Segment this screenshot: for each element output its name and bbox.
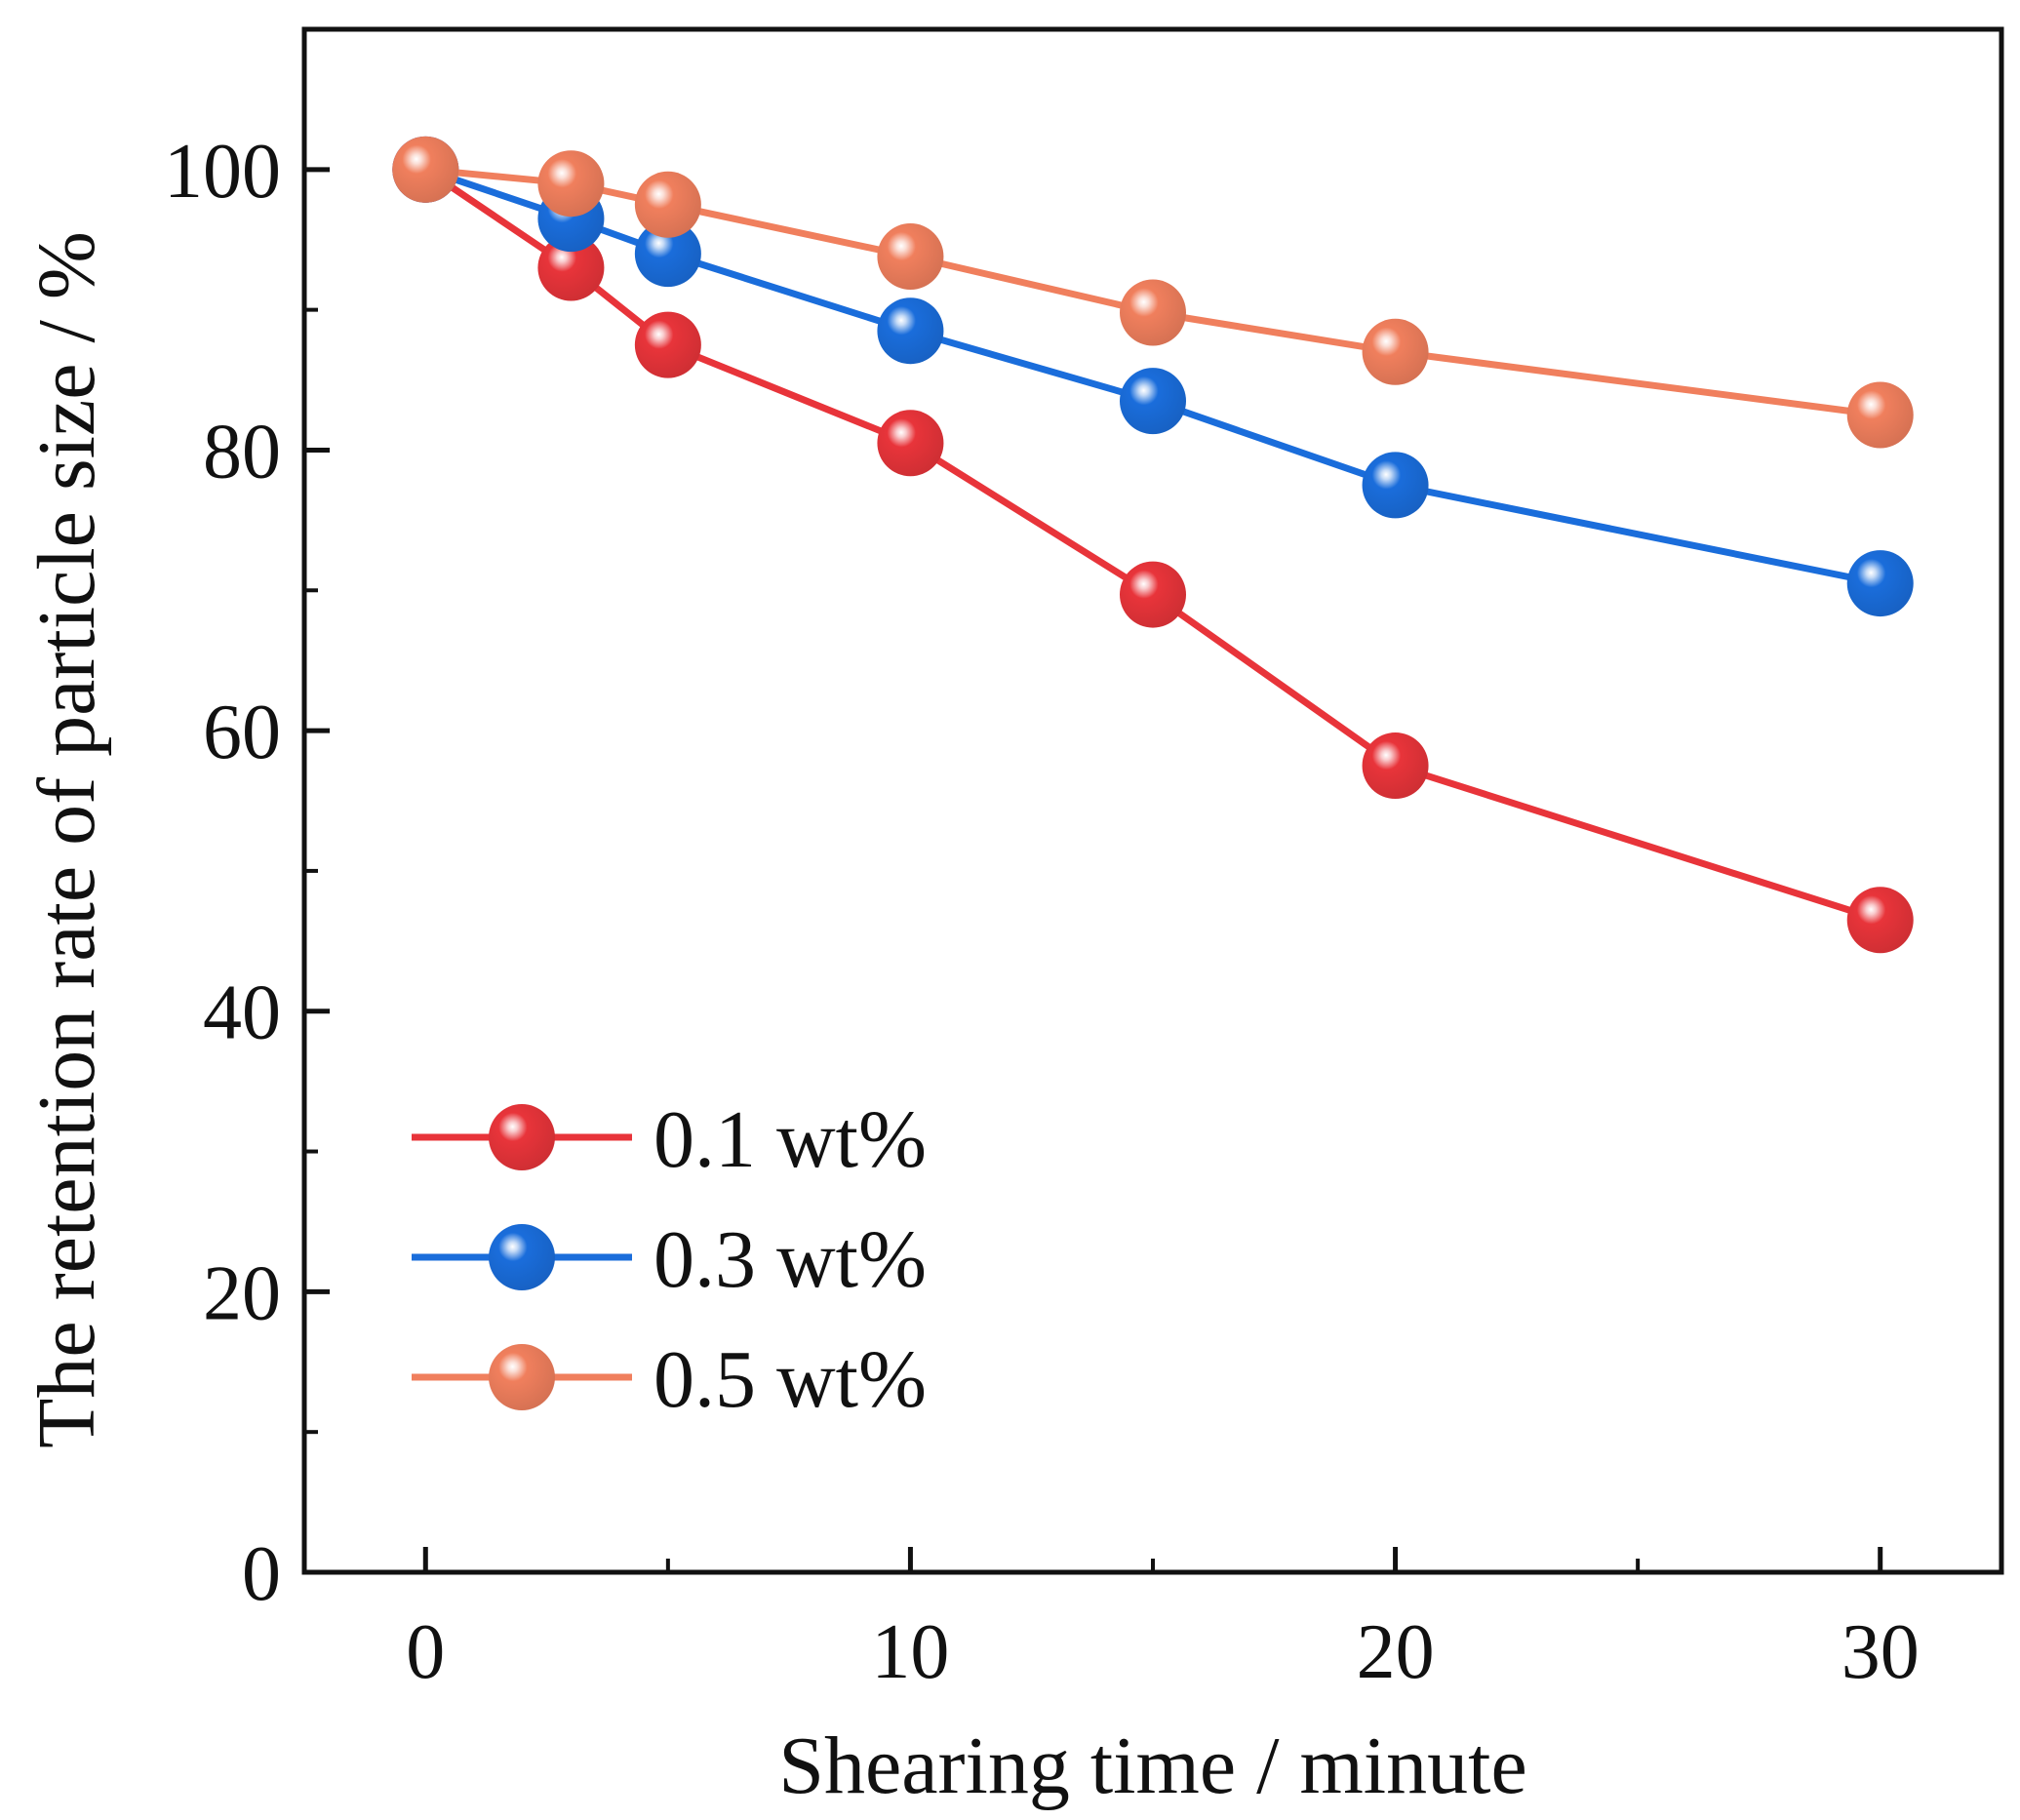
data-point [1362, 452, 1429, 519]
y-tick-label: 40 [203, 970, 281, 1056]
x-tick-label: 30 [1842, 1609, 1920, 1695]
data-point [634, 220, 701, 288]
x-tick-label: 0 [406, 1609, 445, 1695]
axis-ticks [304, 167, 1883, 1575]
data-point [1120, 368, 1186, 435]
y-tick-label: 100 [164, 129, 281, 215]
legend-marker [489, 1224, 555, 1290]
data-point [1846, 381, 1914, 449]
x-tick-label: 20 [1357, 1609, 1435, 1695]
y-axis-title: The retention rate of particle size / % [21, 231, 112, 1448]
x-tick-label: 10 [871, 1609, 949, 1695]
data-point [1120, 279, 1186, 346]
legend-marker [489, 1344, 555, 1410]
data-point [1362, 318, 1429, 385]
data-point [537, 150, 605, 218]
data-point [1846, 887, 1914, 954]
series-0-5-wt [392, 136, 1914, 449]
data-point [634, 171, 701, 238]
data-point [392, 136, 459, 203]
data-point [634, 311, 701, 378]
data-point [877, 410, 944, 477]
legend-label: 0.5 wt% [654, 1334, 927, 1425]
legend: 0.1 wt% 0.3 wt% 0.5 wt% [412, 1094, 927, 1425]
data-point [877, 297, 944, 365]
y-tick-label: 20 [203, 1250, 281, 1336]
legend-entry: 0.1 wt% [412, 1094, 927, 1185]
series-layer [392, 136, 1914, 954]
y-tick-label: 60 [203, 690, 281, 775]
data-point [1362, 732, 1429, 800]
legend-marker [489, 1104, 555, 1170]
x-axis-title: Shearing time / minute [778, 1721, 1527, 1811]
y-tick-label: 0 [242, 1531, 281, 1617]
data-point [1846, 550, 1914, 617]
legend-label: 0.1 wt% [654, 1094, 927, 1185]
legend-entry: 0.3 wt% [412, 1214, 927, 1305]
legend-entry: 0.5 wt% [412, 1334, 927, 1425]
y-tick-label: 80 [203, 409, 281, 495]
legend-label: 0.3 wt% [654, 1214, 927, 1305]
axis-tick-labels: 0 10 20 30 0 20 40 60 80 100 [164, 129, 1920, 1695]
data-point [1120, 561, 1186, 628]
data-point [877, 222, 944, 290]
series-0-3-wt [392, 136, 1914, 617]
data-point [537, 234, 605, 301]
